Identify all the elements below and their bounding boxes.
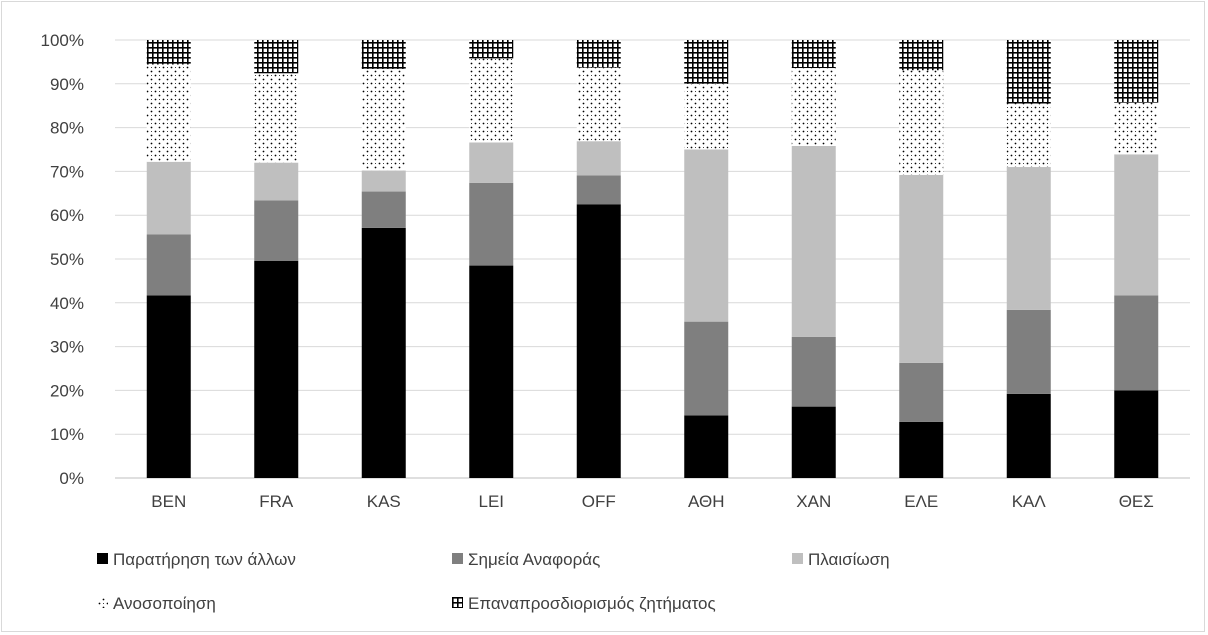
bar-segment-BEN-series-4 (146, 64, 191, 162)
bar-segment-ΑΘΗ-series-3 (684, 149, 729, 322)
y-tick-label: 50% (50, 250, 84, 269)
bar-segment-BEN-series-3 (146, 161, 191, 235)
legend-label: Πλαισίωση (808, 550, 890, 569)
bar-segment-FRA-series-4 (254, 73, 299, 163)
bar-segment-ΚΑΛ-series-2 (1006, 309, 1051, 394)
y-tick-label: 90% (50, 75, 84, 94)
bar-segment-ΘΕΣ-series-2 (1114, 295, 1159, 391)
y-tick-label: 100% (41, 31, 84, 50)
bar-segment-ΧΑΝ-series-1 (791, 406, 836, 478)
y-tick-label: 40% (50, 294, 84, 313)
bar-segment-ΘΕΣ-series-5 (1114, 40, 1159, 103)
bar-segment-FRA-series-5 (254, 40, 299, 74)
x-category-label: LEI (478, 492, 504, 511)
legend-label: Ανοσοποίηση (113, 594, 216, 613)
bar-segment-OFF-series-3 (576, 141, 621, 176)
bar-segment-ΕΛΕ-series-2 (899, 362, 944, 422)
bar-segment-ΕΛΕ-series-3 (899, 174, 944, 363)
y-tick-label: 80% (50, 119, 84, 138)
bar-segment-ΑΘΗ-series-5 (684, 40, 729, 84)
bar-segment-LEI-series-4 (469, 58, 514, 143)
bar-segment-ΧΑΝ-series-2 (791, 336, 836, 407)
bar-segment-ΚΑΛ-series-4 (1006, 103, 1051, 168)
y-tick-label: 20% (50, 381, 84, 400)
legend-swatch (97, 553, 108, 564)
bar-segment-FRA-series-3 (254, 162, 299, 201)
legend: Παρατήρηση των άλλων Σημεία Αναφοράς Πλαισ… (97, 550, 890, 613)
bar-segment-LEI-series-1 (469, 265, 514, 478)
x-category-label: ΑΘΗ (688, 492, 724, 511)
legend-swatch (452, 597, 463, 608)
bar-segment-ΕΛΕ-series-4 (899, 70, 944, 175)
bar-segment-ΧΑΝ-series-4 (791, 68, 836, 146)
y-tick-label: 0% (59, 469, 84, 488)
x-category-label: ΘΕΣ (1119, 492, 1154, 511)
bar-segment-KAS-series-5 (361, 40, 406, 69)
bar-segment-ΕΛΕ-series-1 (899, 421, 944, 478)
x-category-label: OFF (582, 492, 616, 511)
bar-segment-KAS-series-3 (361, 170, 406, 192)
bar-segment-OFF-series-4 (576, 67, 621, 142)
bar-segment-BEN-series-1 (146, 295, 191, 478)
x-category-label: FRA (259, 492, 294, 511)
bar-segment-ΚΑΛ-series-1 (1006, 393, 1051, 478)
bar-segment-ΑΘΗ-series-2 (684, 321, 729, 416)
x-category-label: ΧΑΝ (796, 492, 831, 511)
bar-segment-ΚΑΛ-series-3 (1006, 167, 1051, 310)
x-category-label: KAS (367, 492, 401, 511)
y-axis-tick-labels: 0% 10% 20% 30% 40% 50% 60% 70% 80% 90% 100% (41, 31, 84, 488)
bars (146, 40, 1159, 478)
bar-segment-KAS-series-1 (361, 227, 406, 478)
legend-label: Επαναπροσδιορισμός ζητήματος (468, 594, 716, 613)
bar-segment-KAS-series-2 (361, 191, 406, 228)
bar-segment-LEI-series-5 (469, 40, 514, 59)
bar-segment-ΘΕΣ-series-3 (1114, 154, 1159, 296)
x-axis-category-labels: BEN FRA KAS LEI OFF ΑΘΗ ΧΑΝ ΕΛΕ ΚΑΛ ΘΕΣ (151, 492, 1154, 511)
x-category-label: ΚΑΛ (1012, 492, 1047, 511)
bar-segment-LEI-series-3 (469, 142, 514, 183)
x-category-label: BEN (151, 492, 186, 511)
legend-swatch (97, 597, 108, 608)
bar-segment-ΑΘΗ-series-1 (684, 415, 729, 478)
bar-segment-KAS-series-4 (361, 68, 406, 171)
bar-segment-BEN-series-5 (146, 40, 191, 65)
bar-segment-ΘΕΣ-series-1 (1114, 390, 1159, 478)
bar-segment-BEN-series-2 (146, 234, 191, 296)
legend-swatch (452, 553, 463, 564)
x-category-label: ΕΛΕ (904, 492, 938, 511)
bar-segment-ΧΑΝ-series-5 (791, 40, 836, 69)
bar-segment-ΑΘΗ-series-4 (684, 83, 729, 150)
bar-segment-ΕΛΕ-series-5 (899, 40, 944, 71)
bar-segment-FRA-series-1 (254, 260, 299, 478)
y-tick-label: 60% (50, 206, 84, 225)
bar-segment-OFF-series-2 (576, 175, 621, 205)
bar-segment-ΧΑΝ-series-3 (791, 145, 836, 337)
bar-segment-OFF-series-5 (576, 40, 621, 68)
bar-segment-OFF-series-1 (576, 204, 621, 478)
y-tick-label: 10% (50, 425, 84, 444)
bar-segment-FRA-series-2 (254, 200, 299, 261)
y-tick-label: 70% (50, 162, 84, 181)
bar-segment-ΘΕΣ-series-4 (1114, 102, 1159, 155)
legend-label: Παρατήρηση των άλλων (113, 550, 296, 569)
bar-segment-LEI-series-2 (469, 182, 514, 266)
legend-label: Σημεία Αναφοράς (468, 550, 600, 569)
bar-segment-ΚΑΛ-series-5 (1006, 40, 1051, 104)
legend-swatch (792, 553, 803, 564)
y-tick-label: 30% (50, 338, 84, 357)
